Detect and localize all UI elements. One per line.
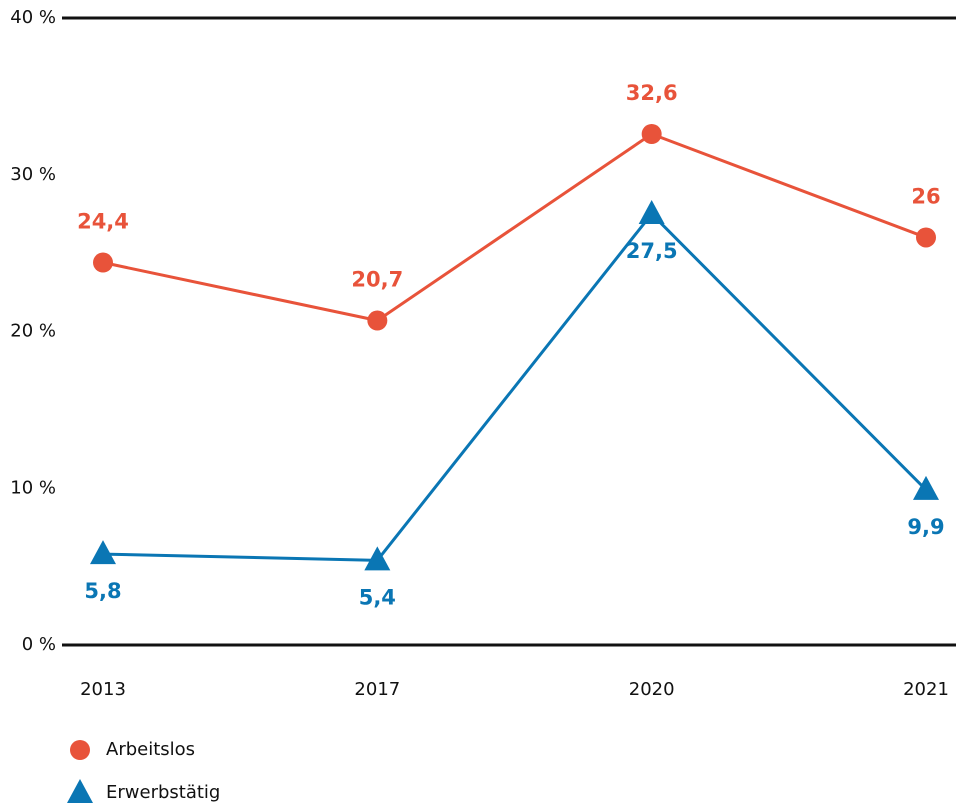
data-label: 24,4 <box>77 210 129 234</box>
data-label: 5,4 <box>359 585 396 609</box>
y-tick-label: 40 % <box>10 7 56 28</box>
y-tick-label: 0 % <box>22 634 56 655</box>
legend-label: Arbeitslos <box>106 739 195 760</box>
circle-marker <box>916 227 936 248</box>
triangle-marker <box>364 546 391 571</box>
x-tick-label: 2021 <box>903 679 949 700</box>
circle-marker <box>93 252 113 273</box>
data-label: 32,6 <box>626 81 678 105</box>
circle-marker <box>70 740 90 760</box>
series-line <box>102 211 928 562</box>
circle-marker <box>367 310 388 331</box>
data-label: 5,8 <box>84 579 121 603</box>
data-label: 20,7 <box>351 268 403 292</box>
y-tick-label: 30 % <box>10 164 56 185</box>
series-line <box>102 132 927 323</box>
triangle-marker <box>638 199 665 224</box>
x-tick-label: 2017 <box>354 679 400 700</box>
circle-marker <box>641 123 662 144</box>
legend-label: Erwerbstätig <box>106 782 220 803</box>
triangle-marker <box>67 779 93 803</box>
data-label: 9,9 <box>907 515 944 539</box>
triangle-marker <box>913 475 939 500</box>
x-tick-label: 2013 <box>80 679 126 700</box>
data-label: 26 <box>911 184 940 208</box>
x-tick-label: 2020 <box>629 679 675 700</box>
triangle-marker <box>90 540 116 565</box>
data-label: 27,5 <box>626 239 678 263</box>
y-tick-label: 10 % <box>10 477 56 498</box>
y-tick-label: 20 % <box>10 321 56 342</box>
